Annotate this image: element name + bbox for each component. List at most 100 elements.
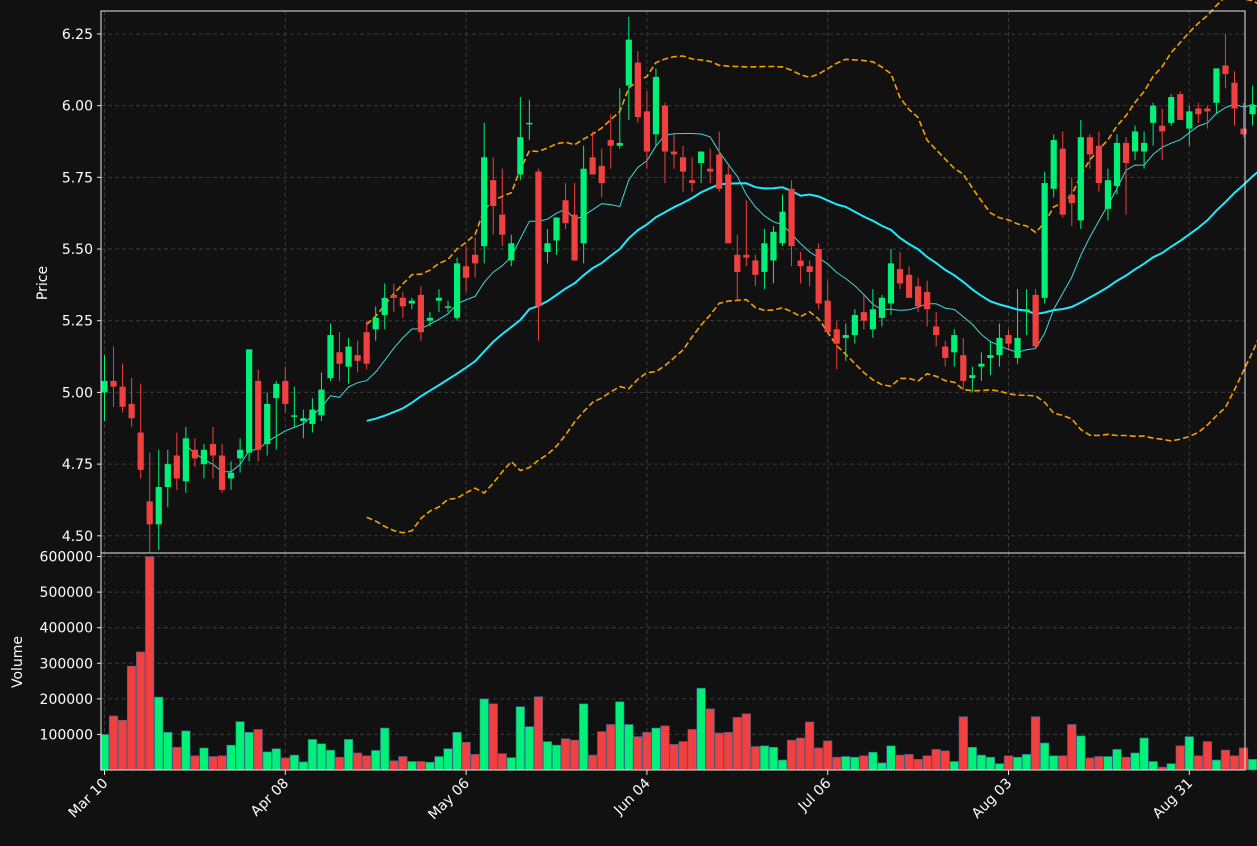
ma30-line xyxy=(366,171,1257,422)
candle-body xyxy=(969,375,976,379)
volume-bar xyxy=(362,755,372,771)
volume-bar xyxy=(551,744,562,771)
volume-bar xyxy=(1112,749,1122,771)
volume-bar xyxy=(768,746,779,771)
candle-body xyxy=(417,294,424,333)
candle-body xyxy=(869,309,876,330)
volume-bar xyxy=(280,757,290,771)
volume-bar xyxy=(922,755,932,771)
candle-body xyxy=(146,501,153,525)
volume-tick-label: 600000 xyxy=(40,550,93,566)
candle-body xyxy=(1014,337,1021,358)
volume-bar xyxy=(832,756,842,771)
volume-tick-label: 500000 xyxy=(40,585,93,601)
candle-body xyxy=(625,39,632,86)
volume-bar xyxy=(732,717,742,771)
volume-bar xyxy=(1229,755,1240,771)
candle-body xyxy=(1077,137,1084,221)
ma10-line xyxy=(185,103,1257,473)
volume-bar xyxy=(343,739,354,771)
volume-bar xyxy=(235,721,245,771)
volume-bar xyxy=(1076,735,1086,771)
candle-body xyxy=(435,297,443,301)
candle-body xyxy=(155,487,162,525)
volume-bar xyxy=(1148,761,1158,771)
candle-body xyxy=(508,243,515,261)
candle-body xyxy=(1005,335,1012,344)
candle-body xyxy=(725,174,732,244)
volume-bar xyxy=(524,726,534,771)
volume-bar xyxy=(886,745,896,771)
volume-bar xyxy=(958,716,968,771)
volume-bar xyxy=(398,756,408,771)
candle-body xyxy=(1095,145,1102,184)
volume-bar xyxy=(262,751,272,771)
candle-body xyxy=(345,346,352,367)
candle-body xyxy=(327,335,334,379)
candle-body xyxy=(381,297,388,315)
candle-body xyxy=(408,300,415,304)
moving-averages xyxy=(185,103,1257,473)
candle-body xyxy=(544,243,551,252)
candle-body xyxy=(860,312,867,321)
volume-bar xyxy=(1184,736,1194,771)
candle-body xyxy=(291,415,298,417)
volume-bar xyxy=(172,746,182,771)
candle-body xyxy=(707,168,714,172)
volume-bar xyxy=(895,754,905,771)
volume-bar xyxy=(759,745,770,771)
candle-body xyxy=(797,260,804,267)
volume-bar xyxy=(1012,756,1023,771)
candle-body xyxy=(1104,180,1112,209)
volume-bar xyxy=(777,759,788,771)
candle-body xyxy=(987,355,994,358)
candle-body xyxy=(137,432,144,470)
volume-bar xyxy=(877,762,887,771)
candle-body xyxy=(1159,125,1166,132)
volume-bar xyxy=(461,741,471,771)
volume-bar xyxy=(1031,716,1041,771)
price-tick-label: 5.75 xyxy=(62,170,93,186)
candle-body xyxy=(779,211,786,244)
candle-body xyxy=(616,142,623,146)
candle-body xyxy=(734,254,741,272)
volume-bar xyxy=(904,754,914,771)
volume-bar xyxy=(353,752,363,771)
candle-body xyxy=(1023,309,1030,311)
volume-bar xyxy=(1085,757,1095,771)
candle-body xyxy=(128,403,135,419)
volume-bar xyxy=(1247,759,1257,771)
volume-bar xyxy=(1121,756,1131,771)
candle-body xyxy=(354,355,361,361)
price-tick-label: 6.00 xyxy=(62,99,93,115)
volume-bar xyxy=(976,754,986,771)
candle-body xyxy=(824,300,831,333)
volume-bar xyxy=(154,696,164,771)
candle-body xyxy=(218,455,226,490)
volume-bar xyxy=(579,703,589,771)
volume-bar xyxy=(1049,755,1059,771)
candle-body xyxy=(661,105,669,152)
candle-body xyxy=(182,438,189,482)
volume-bar xyxy=(136,651,146,771)
volume-tick-label: 400000 xyxy=(40,621,93,637)
volume-bar xyxy=(633,736,643,771)
volume-bar xyxy=(741,713,751,771)
candle-body xyxy=(598,165,605,184)
volume-tick-label: 200000 xyxy=(40,692,93,708)
volume-bar xyxy=(1202,741,1212,771)
candle-body xyxy=(896,269,904,284)
volume-bar xyxy=(298,761,308,771)
candle-body xyxy=(915,286,922,307)
candle-body xyxy=(453,263,461,318)
candle-body xyxy=(878,297,886,318)
candle-body xyxy=(481,157,488,247)
volume-bar xyxy=(443,748,453,771)
volume-bar xyxy=(217,755,227,771)
volume-bar xyxy=(506,757,516,771)
volume-bar xyxy=(425,761,435,771)
candle-body xyxy=(336,352,343,364)
volume-bar xyxy=(163,731,173,771)
volume-bar xyxy=(913,759,923,771)
